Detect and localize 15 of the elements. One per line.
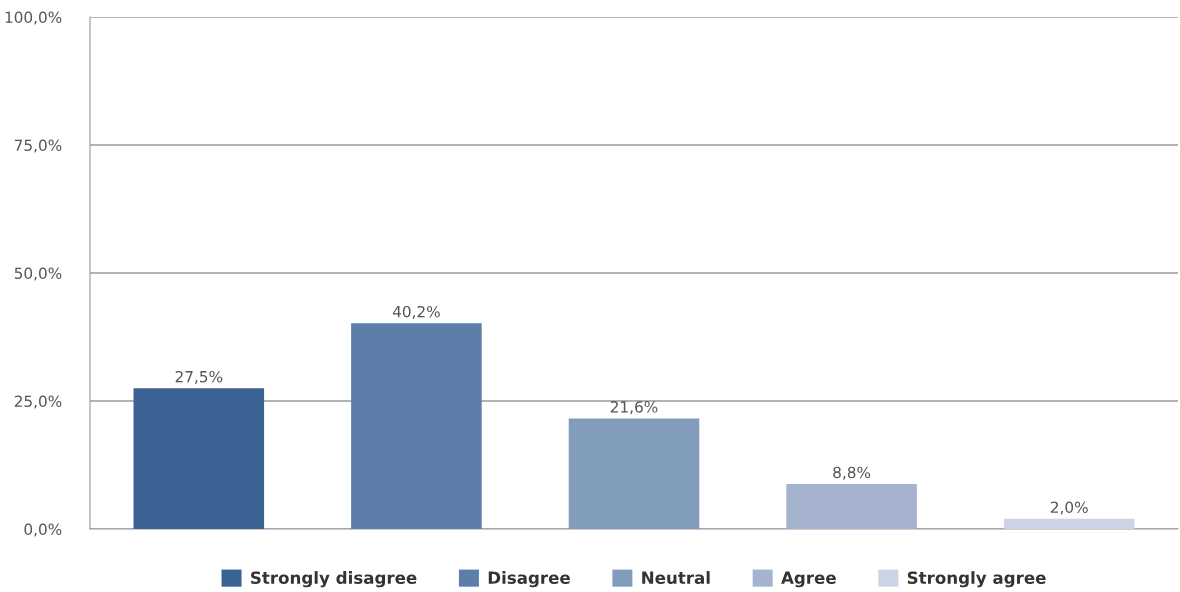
legend-label: Neutral — [642, 571, 710, 584]
legend-label: Agree — [781, 571, 836, 588]
y-tick-label: 75,0% — [14, 139, 62, 153]
data-label: 27,5% — [175, 370, 223, 385]
y-tick-label: 0,0% — [24, 523, 62, 537]
y-tick-label: 50,0% — [14, 267, 62, 281]
data-label: 21,6% — [610, 401, 658, 415]
y-tick-label: 25,0% — [14, 395, 62, 409]
legend-label: Strongly disagree — [251, 571, 417, 588]
legend-label: Strongly agree — [907, 571, 1046, 588]
data-label: 2,0% — [1050, 501, 1088, 515]
legend-label: Disagree — [488, 571, 570, 588]
y-tick-label: 100,0% — [5, 11, 62, 25]
data-label: 40,2% — [392, 305, 440, 319]
data-label: 8,8% — [833, 466, 871, 480]
